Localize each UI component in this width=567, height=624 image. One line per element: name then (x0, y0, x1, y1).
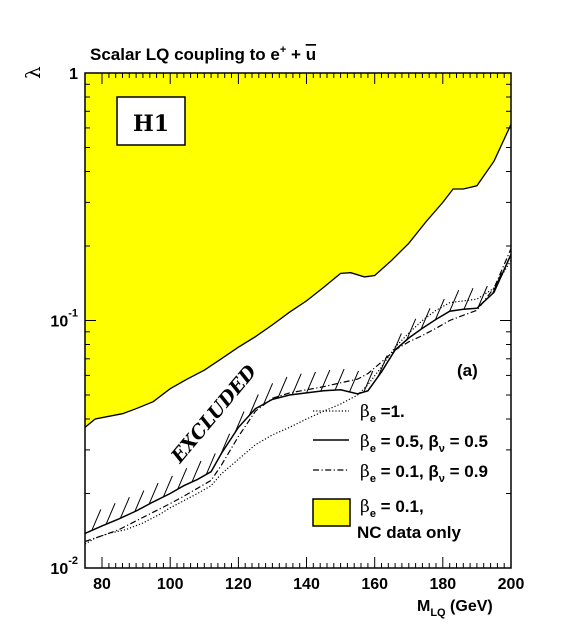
panel-label: (a) (457, 361, 478, 380)
legend-entry-be-05: βe = 0.5, βν = 0.5 (360, 432, 488, 455)
hatch-mark (220, 433, 231, 455)
hatch-mark (119, 497, 130, 519)
hatch-mark (263, 383, 274, 405)
legend-entry-be-1: βe =1. (360, 402, 405, 425)
hatch-mark (91, 509, 102, 531)
hatch-mark (191, 460, 202, 483)
x-tick-label: 100 (157, 576, 184, 593)
limit-curve-be_01_bnu_09 (85, 248, 511, 543)
hatch-mark (148, 482, 159, 505)
hatch-mark (434, 298, 445, 321)
experiment-label-box (116, 96, 186, 146)
y-tick-label: 10-1 (50, 308, 78, 331)
y-tick-labels: 1 10-1 10-2 (50, 66, 78, 578)
x-tick-label: 80 (93, 576, 111, 593)
hatch-mark (234, 411, 245, 433)
experiment-label: H1 (133, 111, 169, 137)
x-tick-labels: 80 100 120 140 160 180 200 (93, 576, 524, 593)
hatch-mark (291, 373, 302, 395)
hatch-mark (320, 369, 331, 392)
x-tick-label: 160 (361, 576, 388, 593)
legend-entry-nc: βe = 0.1, (360, 497, 424, 520)
nc-only-limit-curve (85, 124, 511, 428)
nc-only-excluded-region (85, 73, 511, 428)
quark-symbol: u (306, 45, 316, 64)
hatch-mark (391, 333, 402, 355)
legend-entry-nc-line2: NC data only (357, 523, 461, 542)
legend-entry-be-01: βe = 0.1, βν = 0.9 (360, 462, 488, 485)
x-axis-label: MLQ (GeV) (417, 598, 493, 619)
hatch-mark (177, 468, 188, 490)
hatch-mark (477, 285, 488, 308)
chart-title: Scalar LQ coupling to e+ + u (90, 44, 316, 64)
y-axis-label: λ (21, 66, 45, 79)
x-tick-label: 180 (429, 576, 456, 593)
x-tick-label: 120 (225, 576, 252, 593)
hatch-mark (406, 318, 417, 340)
hatch-mark (248, 394, 259, 416)
hatch-mark (463, 288, 474, 310)
y-tick-label: 1 (69, 66, 78, 83)
x-tick-label: 140 (293, 576, 320, 593)
legend: βe =1. βe = 0.5, βν = 0.5 βe = 0.1, βν =… (312, 402, 488, 542)
hatch-mark (363, 370, 374, 393)
x-tick-label: 200 (498, 576, 525, 593)
hatch-mark (306, 371, 316, 394)
exclusion-hatching (91, 272, 503, 531)
hatch-mark (205, 453, 216, 475)
hatch-mark (349, 370, 359, 393)
hatch-mark (277, 376, 288, 399)
hatch-mark (492, 272, 503, 294)
hatch-mark (134, 490, 145, 512)
hatch-mark (420, 308, 431, 330)
hatch-mark (105, 503, 116, 525)
y-tick-label: 10-2 (50, 555, 78, 578)
hatch-mark (162, 475, 173, 497)
legend-swatch-nc (312, 498, 351, 527)
axis-ticks (85, 72, 512, 569)
hatch-mark (334, 368, 345, 391)
limit-curve-be_1 (85, 259, 511, 545)
hatch-mark (377, 355, 388, 377)
hatch-mark (449, 290, 460, 312)
